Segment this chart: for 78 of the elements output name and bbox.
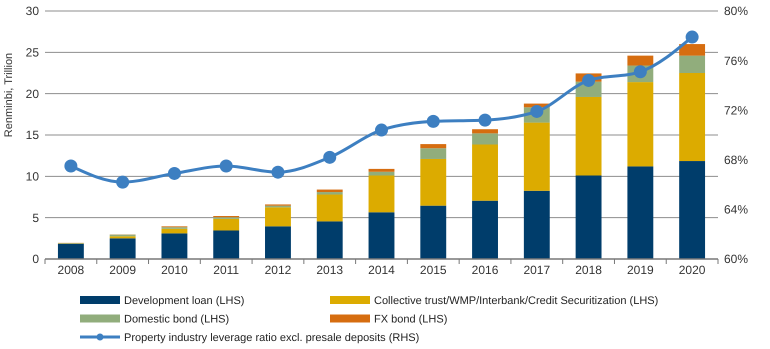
- bar: [213, 230, 240, 259]
- bar: [368, 176, 394, 212]
- x-tick-label: 2020: [678, 263, 706, 277]
- legend-label: Domestic bond (LHS): [124, 313, 230, 326]
- y2-tick-label: 76%: [724, 54, 748, 68]
- bar: [472, 133, 498, 145]
- y-tick-label: 15: [26, 128, 40, 142]
- x-tick-label: 2014: [368, 263, 396, 277]
- y-tick-label: 30: [26, 4, 40, 18]
- y-tick-label: 0: [32, 252, 40, 266]
- y-tick-label: 25: [26, 46, 40, 60]
- y2-tick-label: 72%: [724, 103, 748, 118]
- point: [323, 150, 336, 164]
- point: [375, 124, 388, 137]
- bar: [420, 206, 446, 259]
- point: [168, 166, 181, 180]
- x-tick-label: 2013: [316, 263, 344, 277]
- x-tick-label: 2008: [58, 263, 85, 277]
- point: [220, 160, 233, 172]
- bar: [265, 226, 291, 259]
- bar: [316, 221, 343, 259]
- x-tick-label: 2009: [109, 263, 136, 277]
- bar: [420, 158, 446, 206]
- point: [582, 74, 596, 87]
- bar: [679, 44, 706, 56]
- point: [478, 114, 492, 127]
- bar: [679, 56, 706, 73]
- bar: [161, 233, 188, 259]
- y-axis-title: Renminbi, Trillion: [3, 52, 15, 138]
- legend-label: Property industry leverage ratio excl. presale deposits (RHS): [124, 332, 420, 344]
- x-tick-label: 2017: [523, 263, 550, 277]
- bar: [524, 122, 550, 191]
- x-tick-label: 2019: [626, 263, 654, 277]
- x-tick-label: 2016: [472, 263, 499, 277]
- legend-label: Collective trust/WMP/Interbank/Credit Securitization (LHS): [374, 294, 658, 307]
- point: [426, 114, 440, 128]
- x-tick-label: 2010: [161, 263, 188, 277]
- bar: [316, 190, 343, 192]
- bar: [368, 168, 394, 172]
- y2-tick-label: 80%: [724, 4, 748, 18]
- x-tick-label: 2011: [213, 263, 240, 277]
- bar: [627, 166, 654, 259]
- x-tick-label: 2012: [264, 263, 292, 277]
- bar: [679, 161, 706, 259]
- y-tick-label: 5: [32, 210, 40, 225]
- bar: [627, 82, 654, 166]
- y-tick-label: 10: [26, 170, 40, 184]
- bar: [472, 200, 498, 259]
- bar: [110, 238, 136, 259]
- y2-tick-label: 60%: [724, 252, 748, 266]
- point: [116, 176, 130, 189]
- x-tick-label: 2015: [420, 263, 447, 277]
- bar: [316, 194, 343, 222]
- bar: [316, 192, 343, 195]
- x-tick-label: 2018: [575, 263, 602, 277]
- bar: [161, 228, 188, 234]
- bar: [679, 73, 706, 162]
- point: [64, 160, 78, 172]
- bar: [213, 218, 240, 230]
- bar: [58, 244, 84, 259]
- bar: [420, 144, 446, 148]
- bar: [368, 172, 394, 176]
- y2-tick-label: 64%: [724, 202, 748, 217]
- bar: [265, 207, 291, 226]
- y2-tick-label: 68%: [724, 153, 748, 167]
- bar: [368, 212, 394, 259]
- point: [271, 166, 284, 179]
- legend-label: Development loan (LHS): [124, 294, 244, 307]
- bar: [524, 190, 550, 259]
- bar: [472, 144, 498, 201]
- legend-label: FX bond (LHS): [374, 313, 448, 326]
- bar: [472, 129, 498, 134]
- bar: [576, 176, 602, 259]
- bar: [576, 96, 602, 176]
- point: [686, 30, 699, 44]
- bar: [627, 56, 654, 66]
- bar: [420, 148, 446, 159]
- y-tick-label: 20: [26, 86, 40, 101]
